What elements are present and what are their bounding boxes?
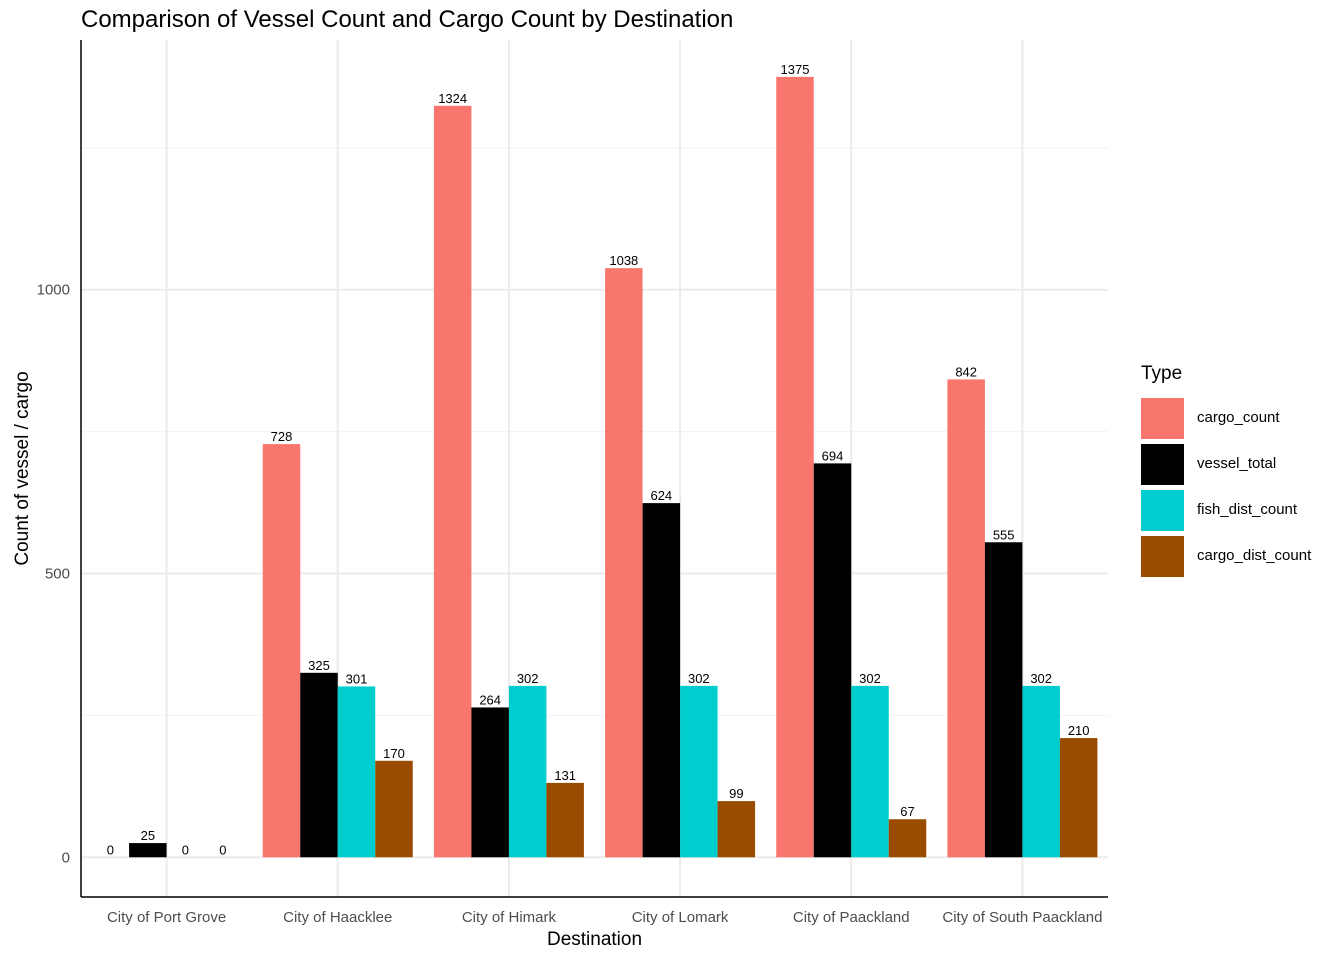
- data-label: 694: [822, 448, 844, 463]
- bar-cargo_count: [947, 379, 985, 858]
- y-tick-label: 500: [45, 565, 70, 582]
- data-label: 210: [1068, 723, 1090, 738]
- data-label: 325: [308, 658, 330, 673]
- bar-cargo_count: [605, 268, 643, 858]
- bar-cargo_count: [262, 444, 301, 858]
- bar-cargo_dist_count: [1059, 738, 1098, 858]
- data-label: 25: [141, 828, 155, 843]
- legend-label: cargo_count: [1197, 409, 1280, 426]
- legend-item: cargo_count: [1141, 395, 1280, 441]
- bar-vessel_total: [300, 672, 338, 858]
- y-axis-title: Count of vessel / cargo: [12, 371, 33, 565]
- bar-fish_dist_count: [851, 685, 889, 858]
- x-axis-title: Destination: [547, 929, 642, 950]
- data-label: 555: [993, 527, 1015, 542]
- legend-title: Type: [1141, 363, 1183, 384]
- data-label: 728: [271, 429, 293, 444]
- bar-cargo_dist_count: [717, 801, 756, 858]
- legend-swatch: [1141, 490, 1184, 531]
- x-tick-label: City of Port Grove: [107, 909, 226, 926]
- legend-label: vessel_total: [1197, 455, 1277, 472]
- bar-vessel_total: [984, 542, 1023, 858]
- x-tick-label: City of Himark: [462, 909, 557, 926]
- data-label: 0: [107, 842, 114, 857]
- x-tick-label: City of Lomark: [632, 909, 729, 926]
- data-label: 170: [383, 746, 405, 761]
- data-label: 1324: [438, 91, 467, 106]
- x-tick-label: City of Haacklee: [283, 909, 392, 926]
- chart-title: Comparison of Vessel Count and Cargo Cou…: [81, 6, 734, 33]
- data-label: 264: [479, 692, 501, 707]
- bar-vessel_total: [129, 843, 167, 858]
- bar-fish_dist_count: [680, 685, 718, 858]
- y-tick-label: 0: [62, 849, 70, 866]
- bar-cargo_dist_count: [375, 760, 413, 858]
- bar-cargo_count: [776, 76, 814, 858]
- bar-vessel_total: [471, 707, 509, 858]
- bar-cargo_dist_count: [546, 782, 584, 858]
- bar-fish_dist_count: [508, 685, 547, 858]
- legend-swatch: [1141, 398, 1184, 439]
- data-label: 67: [900, 804, 914, 819]
- data-label: 842: [955, 364, 977, 379]
- legend: Type cargo_count vessel_total fish_dist_co…: [1141, 363, 1311, 579]
- x-tick-label: City of Paackland: [793, 909, 910, 926]
- bar-fish_dist_count: [337, 686, 376, 858]
- data-label: 302: [1030, 671, 1052, 686]
- legend-item: fish_dist_count: [1141, 487, 1297, 533]
- data-label: 302: [688, 671, 710, 686]
- data-label: 1038: [609, 253, 638, 268]
- bar-vessel_total: [813, 463, 852, 858]
- legend-label: cargo_dist_count: [1197, 547, 1312, 564]
- legend-label: fish_dist_count: [1197, 501, 1298, 518]
- legend-item: cargo_dist_count: [1141, 533, 1311, 579]
- data-label: 99: [729, 786, 743, 801]
- data-label: 302: [859, 671, 881, 686]
- data-label: 624: [650, 488, 672, 503]
- data-label: 301: [346, 671, 368, 686]
- data-label: 302: [517, 671, 539, 686]
- bar-fish_dist_count: [1022, 685, 1060, 858]
- legend-item: vessel_total: [1141, 441, 1276, 487]
- bar-cargo_dist_count: [888, 819, 927, 858]
- x-tick-label: City of South Paackland: [942, 909, 1102, 926]
- legend-swatch: [1141, 444, 1184, 485]
- bar-vessel_total: [642, 503, 681, 858]
- data-label: 0: [182, 842, 189, 857]
- data-label: 131: [554, 768, 576, 783]
- data-label: 0: [219, 842, 226, 857]
- legend-swatch: [1141, 536, 1184, 577]
- y-tick-label: 1000: [37, 282, 70, 299]
- data-label: 1375: [781, 62, 810, 77]
- bar-cargo_count: [433, 105, 472, 858]
